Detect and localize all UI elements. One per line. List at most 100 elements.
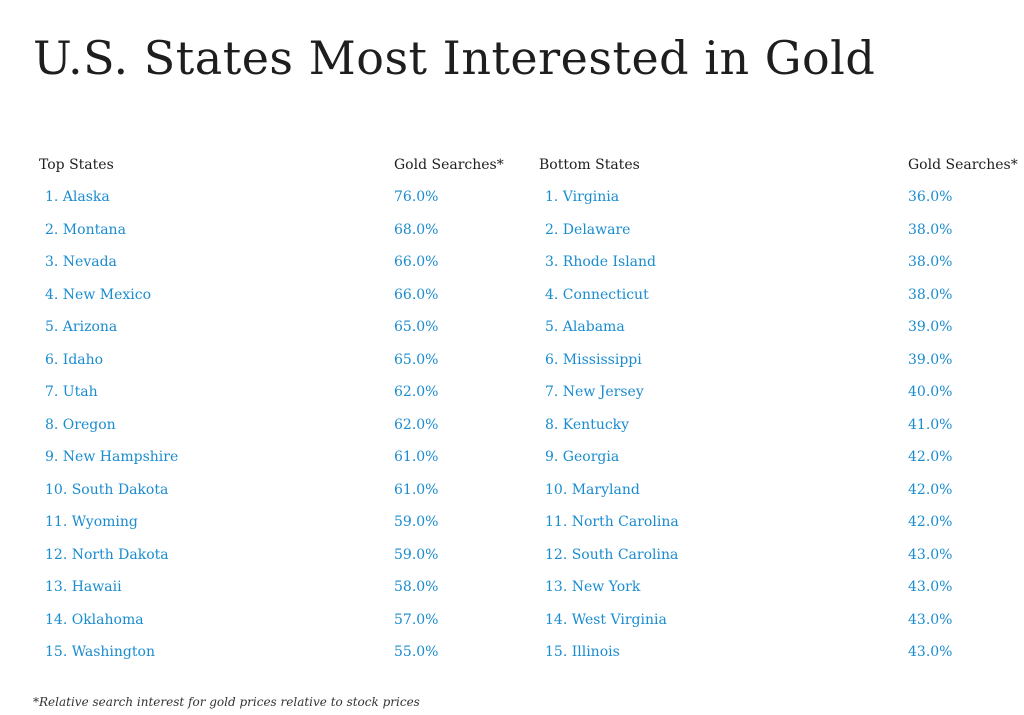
top-states-search-value[interactable]: 62.0% bbox=[394, 416, 439, 433]
bottom-states-search-value[interactable]: 41.0% bbox=[908, 416, 953, 433]
bottom-states-state-name[interactable]: 10. Maryland bbox=[545, 481, 640, 498]
top-states-row[interactable]: 11. Wyoming 59.0% bbox=[39, 507, 509, 540]
bottom-states-header-value: Gold Searches* bbox=[908, 157, 1018, 173]
bottom-states-search-value[interactable]: 36.0% bbox=[908, 189, 953, 205]
top-states-state-name[interactable]: 8. Oregon bbox=[45, 416, 116, 433]
top-states-row[interactable]: 5. Arizona 65.0% bbox=[39, 312, 509, 345]
bottom-states-search-value[interactable]: 38.0% bbox=[908, 286, 953, 303]
bottom-states-state-name[interactable]: 2. Delaware bbox=[545, 221, 631, 238]
bottom-states-row[interactable]: 14. West Virginia 43.0% bbox=[539, 605, 1019, 638]
top-states-row[interactable]: 1. Alaska 76.0% bbox=[39, 182, 509, 215]
top-states-row[interactable]: 14. Oklahoma 57.0% bbox=[39, 605, 509, 638]
bottom-states-row[interactable]: 3. Rhode Island 38.0% bbox=[539, 247, 1019, 280]
bottom-states-row[interactable]: 13. New York 43.0% bbox=[539, 572, 1019, 605]
top-states-state-name[interactable]: 14. Oklahoma bbox=[45, 611, 144, 628]
bottom-states-row[interactable]: 4. Connecticut 38.0% bbox=[539, 280, 1019, 313]
bottom-states-state-name[interactable]: 4. Connecticut bbox=[545, 286, 649, 303]
top-states-state-name[interactable]: 4. New Mexico bbox=[45, 286, 152, 303]
bottom-states-search-value[interactable]: 38.0% bbox=[908, 221, 953, 238]
bottom-states-search-value[interactable]: 38.0% bbox=[908, 254, 953, 270]
bottom-states-search-value[interactable]: 43.0% bbox=[908, 579, 953, 595]
top-states-row[interactable]: 13. Hawaii 58.0% bbox=[39, 572, 509, 605]
bottom-states-row[interactable]: 2. Delaware 38.0% bbox=[539, 215, 1019, 248]
top-states-row[interactable]: 10. South Dakota 61.0% bbox=[39, 475, 509, 508]
footnote: *Relative search interest for gold price… bbox=[33, 695, 420, 709]
bottom-states-state-name[interactable]: 13. New York bbox=[545, 579, 641, 595]
top-states-state-name[interactable]: 3. Nevada bbox=[45, 254, 117, 270]
top-states-state-name[interactable]: 12. North Dakota bbox=[45, 546, 169, 563]
top-states-state-name[interactable]: 5. Arizona bbox=[45, 319, 118, 335]
top-states-header: Top States Gold Searches* bbox=[39, 150, 509, 180]
top-states-search-value[interactable]: 66.0% bbox=[394, 286, 439, 303]
bottom-states-state-name[interactable]: 3. Rhode Island bbox=[545, 254, 657, 270]
top-states-row[interactable]: 12. North Dakota 59.0% bbox=[39, 540, 509, 573]
top-states-state-name[interactable]: 2. Montana bbox=[45, 221, 126, 238]
top-states-table: Top States Gold Searches* 1. Alaska 76.0%… bbox=[39, 150, 509, 670]
top-states-search-value[interactable]: 57.0% bbox=[394, 611, 439, 628]
bottom-states-search-value[interactable]: 43.0% bbox=[908, 644, 953, 660]
bottom-states-search-value[interactable]: 43.0% bbox=[908, 546, 953, 563]
bottom-states-rows: 1. Virginia 36.0% 2. Delaware 38.0% 3. Rhode… bbox=[539, 182, 1019, 670]
bottom-states-table: Bottom States Gold Searches* 1. Virginia… bbox=[539, 150, 1019, 670]
bottom-states-search-value[interactable]: 39.0% bbox=[908, 351, 953, 368]
bottom-states-row[interactable]: 5. Alabama 39.0% bbox=[539, 312, 1019, 345]
top-states-row[interactable]: 2. Montana 68.0% bbox=[39, 215, 509, 248]
bottom-states-state-name[interactable]: 6. Mississippi bbox=[545, 351, 642, 368]
top-states-row[interactable]: 15. Washington 55.0% bbox=[39, 637, 509, 670]
top-states-search-value[interactable]: 58.0% bbox=[394, 579, 439, 595]
bottom-states-state-name[interactable]: 9. Georgia bbox=[545, 449, 620, 465]
top-states-row[interactable]: 9. New Hampshire 61.0% bbox=[39, 442, 509, 475]
bottom-states-search-value[interactable]: 42.0% bbox=[908, 514, 953, 530]
bottom-states-state-name[interactable]: 1. Virginia bbox=[545, 189, 620, 205]
top-states-search-value[interactable]: 76.0% bbox=[394, 189, 439, 205]
bottom-states-row[interactable]: 15. Illinois 43.0% bbox=[539, 637, 1019, 670]
top-states-state-name[interactable]: 1. Alaska bbox=[45, 189, 110, 205]
top-states-search-value[interactable]: 61.0% bbox=[394, 449, 439, 465]
bottom-states-row[interactable]: 7. New Jersey 40.0% bbox=[539, 377, 1019, 410]
top-states-state-name[interactable]: 15. Washington bbox=[45, 644, 155, 660]
bottom-states-row[interactable]: 6. Mississippi 39.0% bbox=[539, 345, 1019, 378]
top-states-search-value[interactable]: 59.0% bbox=[394, 514, 439, 530]
top-states-search-value[interactable]: 55.0% bbox=[394, 644, 439, 660]
bottom-states-row[interactable]: 8. Kentucky 41.0% bbox=[539, 410, 1019, 443]
top-states-search-value[interactable]: 65.0% bbox=[394, 351, 439, 368]
top-states-header-value: Gold Searches* bbox=[394, 157, 504, 173]
top-states-search-value[interactable]: 62.0% bbox=[394, 384, 439, 400]
top-states-search-value[interactable]: 61.0% bbox=[394, 481, 439, 498]
top-states-state-name[interactable]: 11. Wyoming bbox=[45, 514, 138, 530]
bottom-states-header-name: Bottom States bbox=[539, 157, 640, 173]
bottom-states-row[interactable]: 10. Maryland 42.0% bbox=[539, 475, 1019, 508]
bottom-states-state-name[interactable]: 11. North Carolina bbox=[545, 514, 679, 530]
top-states-search-value[interactable]: 68.0% bbox=[394, 221, 439, 238]
top-states-search-value[interactable]: 66.0% bbox=[394, 254, 439, 270]
bottom-states-state-name[interactable]: 12. South Carolina bbox=[545, 546, 679, 563]
bottom-states-state-name[interactable]: 5. Alabama bbox=[545, 319, 625, 335]
top-states-state-name[interactable]: 7. Utah bbox=[45, 384, 98, 400]
bottom-states-search-value[interactable]: 42.0% bbox=[908, 481, 953, 498]
top-states-rows: 1. Alaska 76.0% 2. Montana 68.0% 3. Nevada 66… bbox=[39, 182, 509, 670]
top-states-row[interactable]: 4. New Mexico 66.0% bbox=[39, 280, 509, 313]
top-states-state-name[interactable]: 9. New Hampshire bbox=[45, 449, 179, 465]
top-states-row[interactable]: 3. Nevada 66.0% bbox=[39, 247, 509, 280]
bottom-states-row[interactable]: 1. Virginia 36.0% bbox=[539, 182, 1019, 215]
bottom-states-row[interactable]: 12. South Carolina 43.0% bbox=[539, 540, 1019, 573]
bottom-states-search-value[interactable]: 42.0% bbox=[908, 449, 953, 465]
top-states-search-value[interactable]: 65.0% bbox=[394, 319, 439, 335]
bottom-states-state-name[interactable]: 14. West Virginia bbox=[545, 611, 667, 628]
top-states-row[interactable]: 8. Oregon 62.0% bbox=[39, 410, 509, 443]
bottom-states-state-name[interactable]: 8. Kentucky bbox=[545, 416, 630, 433]
top-states-header-name: Top States bbox=[39, 157, 114, 173]
top-states-state-name[interactable]: 13. Hawaii bbox=[45, 579, 122, 595]
top-states-state-name[interactable]: 10. South Dakota bbox=[45, 481, 169, 498]
top-states-search-value[interactable]: 59.0% bbox=[394, 546, 439, 563]
bottom-states-row[interactable]: 9. Georgia 42.0% bbox=[539, 442, 1019, 475]
top-states-state-name[interactable]: 6. Idaho bbox=[45, 351, 104, 368]
top-states-row[interactable]: 6. Idaho 65.0% bbox=[39, 345, 509, 378]
bottom-states-search-value[interactable]: 43.0% bbox=[908, 611, 953, 628]
bottom-states-row[interactable]: 11. North Carolina 42.0% bbox=[539, 507, 1019, 540]
bottom-states-search-value[interactable]: 39.0% bbox=[908, 319, 953, 335]
bottom-states-search-value[interactable]: 40.0% bbox=[908, 384, 953, 400]
bottom-states-state-name[interactable]: 15. Illinois bbox=[545, 644, 620, 660]
top-states-row[interactable]: 7. Utah 62.0% bbox=[39, 377, 509, 410]
bottom-states-state-name[interactable]: 7. New Jersey bbox=[545, 384, 644, 400]
